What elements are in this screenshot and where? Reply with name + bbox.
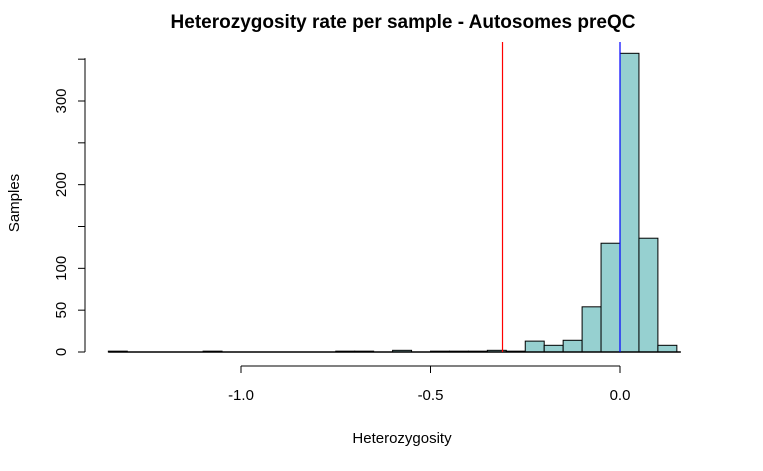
y-tick-label: 50 [53, 302, 70, 319]
bars-group [107, 52, 678, 353]
y-tick-label: 100 [53, 256, 70, 281]
histogram-bar [562, 339, 583, 353]
x-tick-label: -1.0 [228, 387, 254, 404]
y-axis-label: Samples [6, 174, 23, 232]
reference-lines-group [501, 42, 621, 352]
x-tick-label: 0.0 [610, 387, 631, 404]
x-axis: -1.0 -0.5 0.0 [228, 365, 631, 404]
histogram-bar [543, 344, 564, 353]
histogram-bar [657, 344, 678, 353]
x-tick-label: -0.5 [418, 387, 444, 404]
histogram-bar [619, 52, 640, 353]
chart-title: Heterozygosity rate per sample - Autosom… [171, 12, 636, 33]
x-axis-label: Heterozygosity [352, 430, 452, 447]
y-tick-label: 200 [53, 172, 70, 197]
y-tick-label: 0 [53, 348, 70, 356]
y-tick-label: 300 [53, 88, 70, 113]
histogram-bar [600, 242, 621, 353]
histogram-bar [638, 237, 659, 353]
histogram-bar [524, 340, 545, 353]
y-axis: 0 50 100 200 300 [53, 58, 86, 356]
histogram-bar [581, 306, 602, 353]
